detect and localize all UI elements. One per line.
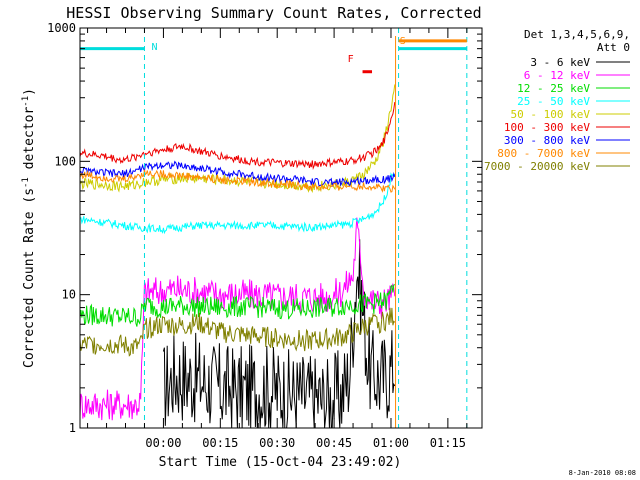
footer-date: 8-Jan-2010 08:08 bbox=[569, 469, 636, 477]
legend-label: 50 - 100 keV bbox=[511, 108, 591, 121]
series-layer bbox=[80, 84, 396, 428]
legend-label: 300 - 800 keV bbox=[504, 134, 590, 147]
legend-label: 12 - 25 keV bbox=[517, 82, 590, 95]
x-tick-label: 01:15 bbox=[430, 436, 466, 450]
legend-header-detectors: Det 1,3,4,5,6,9, bbox=[524, 28, 630, 41]
x-tick-label: 01:00 bbox=[373, 436, 409, 450]
y-tick-label: 1000 bbox=[47, 21, 76, 35]
series-line-800-7000-kev bbox=[80, 169, 396, 193]
series-line-100-300-kev bbox=[80, 102, 396, 171]
legend-header-attenuator: Att 0 bbox=[597, 41, 630, 54]
series-line-25-50-kev bbox=[80, 172, 396, 235]
y-axis-label: Corrected Count Rate (s-1 detector-1) bbox=[21, 88, 37, 368]
y-label-exp2: -1 bbox=[21, 96, 31, 107]
overlay-layer: N S F bbox=[80, 28, 468, 428]
annotation-f: F bbox=[348, 54, 354, 65]
plot-area: N S F bbox=[79, 27, 483, 429]
y-tick-label: 10 bbox=[62, 288, 76, 302]
x-tick-label: 00:15 bbox=[202, 436, 238, 450]
y-label-main: Corrected Count Rate (s bbox=[22, 188, 37, 368]
annotation-n: N bbox=[151, 42, 157, 53]
legend-label: 7000 - 20000 keV bbox=[484, 160, 590, 173]
legend-label: 800 - 7000 keV bbox=[497, 147, 590, 160]
y-tick-label: 1 bbox=[69, 421, 76, 435]
legend-label: 3 - 6 keV bbox=[530, 56, 590, 69]
y-label-mid: detector bbox=[22, 107, 37, 178]
legend-label: 6 - 12 keV bbox=[524, 69, 591, 82]
x-axis-ticks: 00:00 00:15 00:30 00:45 01:00 01:15 bbox=[87, 28, 468, 450]
series-line-3-6-kev bbox=[162, 239, 396, 428]
x-tick-label: 00:00 bbox=[145, 436, 181, 450]
chart-title: HESSI Observing Summary Count Rates, Cor… bbox=[66, 4, 481, 22]
y-tick-label: 100 bbox=[54, 154, 76, 168]
legend-label: 100 - 300 keV bbox=[504, 121, 590, 134]
x-tick-label: 00:30 bbox=[259, 436, 295, 450]
y-label-exp1: -1 bbox=[21, 177, 31, 188]
series-line-6-12-kev bbox=[80, 217, 396, 421]
series-line-7000-20000-kev bbox=[80, 307, 396, 357]
series-line-12-25-kev bbox=[80, 284, 396, 327]
x-axis-label: Start Time (15-Oct-04 23:49:02) bbox=[159, 455, 402, 470]
x-tick-label: 00:45 bbox=[316, 436, 352, 450]
legend-label: 25 - 50 keV bbox=[517, 95, 590, 108]
y-label-end: ) bbox=[22, 88, 37, 96]
y-axis-ticks: 1 10 100 1000 bbox=[47, 21, 482, 435]
plot-frame bbox=[79, 27, 483, 429]
annotation-s: S bbox=[400, 36, 406, 47]
